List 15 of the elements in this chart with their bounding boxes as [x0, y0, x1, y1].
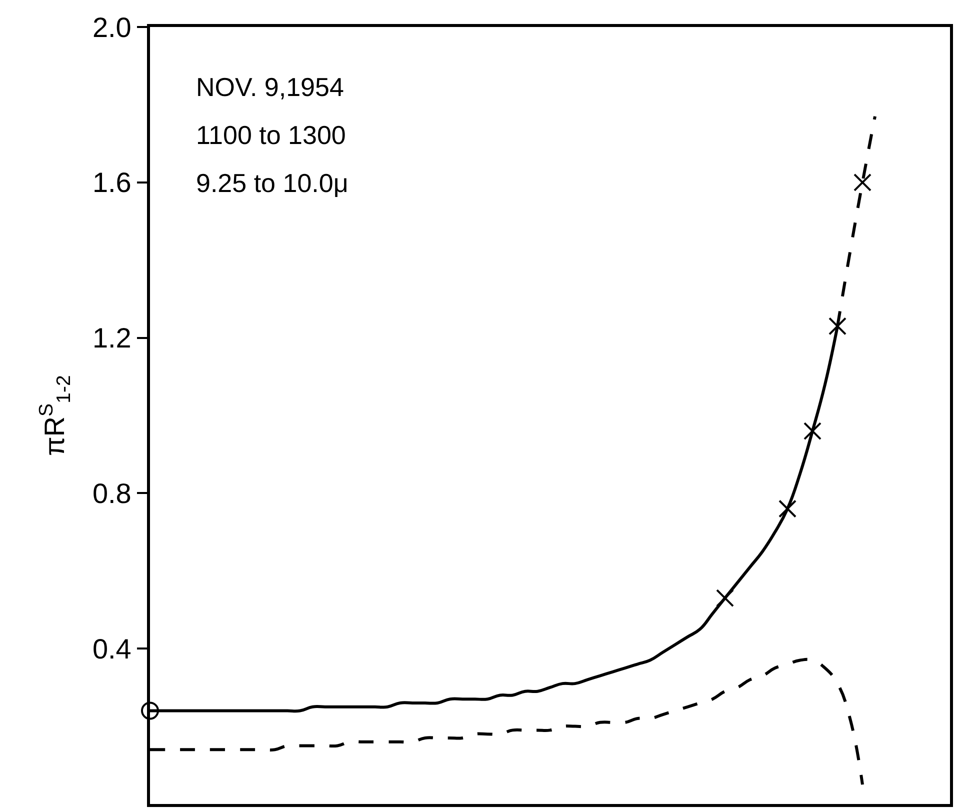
annotation: 1100 to 1300	[196, 120, 346, 150]
point	[828, 317, 846, 336]
y-tick-label: 2.0	[92, 12, 132, 43]
y-tick-label: 0.8	[92, 478, 132, 509]
point	[804, 422, 822, 440]
line-series	[150, 658, 864, 786]
point	[141, 702, 159, 720]
y-tick-label: 1.6	[92, 167, 132, 198]
point	[778, 500, 796, 518]
point	[854, 173, 872, 192]
y-tick-label: 1.2	[92, 322, 132, 354]
annotation: NOV. 9,1954	[196, 72, 344, 102]
point	[716, 589, 734, 608]
y-tick-label: 0.4	[92, 633, 132, 664]
annotation: 9.25 to 10.0μ	[196, 168, 348, 198]
